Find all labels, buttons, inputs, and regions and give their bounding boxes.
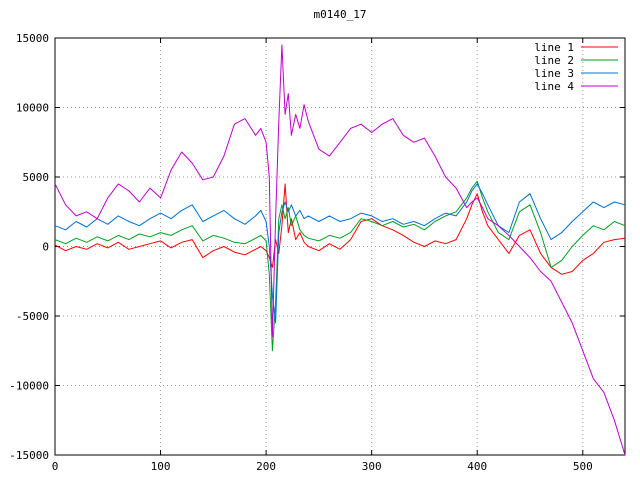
series-line-2 — [54, 180, 626, 352]
series-line-3 — [54, 183, 626, 324]
legend-label: line 4 — [534, 80, 574, 93]
y-tick-label: 5000 — [23, 171, 50, 184]
y-tick-label: -15000 — [9, 449, 49, 462]
series-line-4 — [54, 44, 626, 456]
plot-border — [54, 37, 626, 456]
legend-label: line 2 — [534, 54, 574, 67]
x-tick-label: 400 — [467, 460, 487, 473]
series-line-1 — [54, 183, 626, 275]
legend-label: line 3 — [534, 67, 574, 80]
x-tick-label: 100 — [151, 460, 171, 473]
y-tick-label: 10000 — [16, 102, 49, 115]
grid-lines — [55, 38, 625, 455]
y-tick-label: -5000 — [16, 310, 49, 323]
chart-title: m0140_17 — [314, 8, 367, 21]
y-tick-label: 15000 — [16, 32, 49, 45]
x-tick-label: 200 — [256, 460, 276, 473]
y-tick-label: -10000 — [9, 380, 49, 393]
x-tick-label: 500 — [573, 460, 593, 473]
legend-label: line 1 — [534, 41, 574, 54]
y-tick-label: 0 — [42, 241, 49, 254]
x-tick-label: 300 — [362, 460, 382, 473]
tick-labels: 0 100 200 300 400 500 -15000 -10000 -5000 0 5000 10… — [9, 32, 592, 473]
x-tick-label: 0 — [52, 460, 59, 473]
